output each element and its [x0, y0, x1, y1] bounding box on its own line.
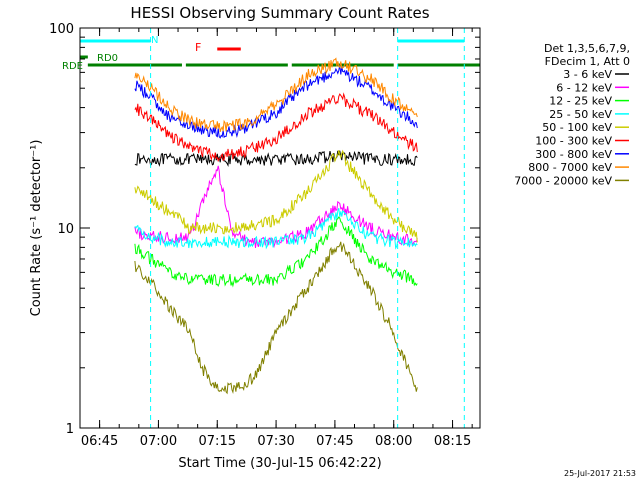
legend-entry-label: 800 - 7000 keV [528, 161, 612, 174]
flag-label-f: F [195, 41, 201, 54]
x-tick-label: 07:15 [199, 434, 236, 449]
legend-entry-label: 100 - 300 keV [535, 135, 612, 148]
legend: Det 1,3,5,6,7,9, FDecim 1, Att 0 3 - 6 k… [514, 42, 630, 187]
series-line-8 [134, 241, 418, 395]
flag-label-rde: RDE [62, 61, 83, 72]
series-line-4 [134, 149, 418, 243]
chart-title: HESSI Observing Summary Count Rates [130, 4, 429, 22]
night-markers-layer [150, 28, 465, 428]
y-axis-label: Count Rate (s⁻¹ detector⁻¹) [29, 140, 44, 317]
legend-header-line-2: FDecim 1, Att 0 [545, 55, 630, 68]
legend-entry-label: 25 - 50 keV [549, 108, 612, 121]
x-tick-label: 06:45 [81, 434, 118, 449]
legend-entry-label: 3 - 6 keV [563, 68, 612, 81]
y-tick-label: 1 [66, 422, 74, 437]
series-line-1 [134, 165, 418, 249]
series-line-3 [134, 208, 418, 250]
legend-header-line-1: Det 1,3,5,6,7,9, [544, 42, 630, 55]
legend-entry-label: 7000 - 20000 keV [514, 174, 612, 187]
x-tick-label: 08:00 [375, 434, 412, 449]
series-layer [134, 57, 418, 395]
legend-entry-label: 6 - 12 keV [556, 81, 612, 94]
legend-entry-label: 50 - 100 keV [542, 121, 612, 134]
x-axis-label: Start Time (30-Jul-15 06:42:22) [178, 456, 381, 471]
legend-entry-label: 300 - 800 keV [535, 148, 612, 161]
flag-label-rd0: RD0 [97, 53, 118, 64]
y-axis: 1 10 100 [49, 22, 480, 437]
x-tick-label: 07:00 [140, 434, 177, 449]
x-axis: 06:45 07:00 07:15 07:30 07:45 08:00 08:15 [79, 28, 473, 449]
x-tick-label: 07:30 [257, 434, 294, 449]
series-line-6 [134, 64, 418, 139]
series-line-2 [134, 216, 418, 288]
status-flags-layer [80, 39, 480, 67]
y-tick-label: 10 [57, 222, 74, 237]
footer-date: 25-Jul-2017 21:53 [564, 469, 636, 478]
y-tick-label: 100 [49, 22, 74, 37]
flag-label-n: N [151, 35, 158, 46]
x-tick-label: 07:45 [316, 434, 353, 449]
x-tick-label: 08:15 [434, 434, 471, 449]
legend-entry-label: 12 - 25 keV [549, 95, 612, 108]
series-line-5 [134, 92, 418, 163]
series-line-7 [134, 57, 418, 133]
series-line-0 [134, 150, 418, 167]
